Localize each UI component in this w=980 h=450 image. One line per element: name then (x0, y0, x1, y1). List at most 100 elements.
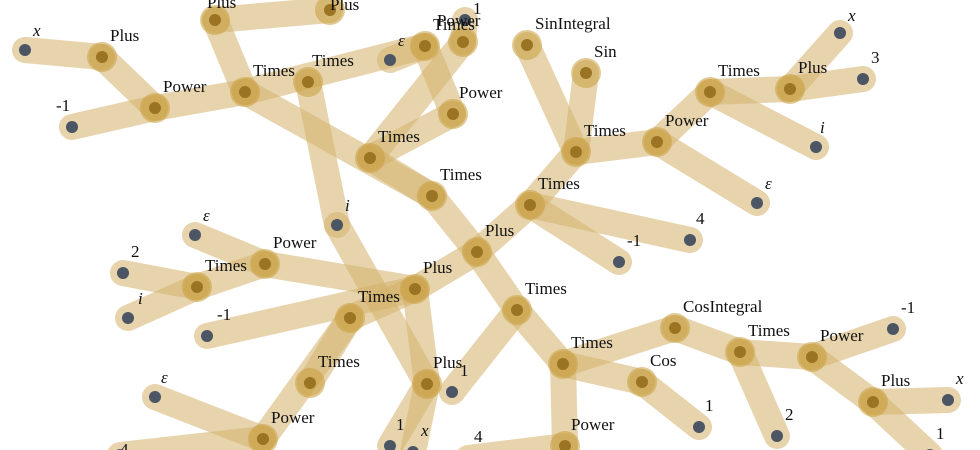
node-label: Times (584, 121, 626, 140)
node-dot (149, 102, 161, 114)
node-label: Times (205, 256, 247, 275)
node-dot (426, 190, 438, 202)
leaf-dot (684, 234, 696, 246)
operator-node (571, 58, 601, 88)
node-label: 4 (474, 427, 483, 446)
node-label: Power (665, 111, 709, 130)
node-dot (867, 396, 879, 408)
node-label: Times (253, 61, 295, 80)
tree-edge (697, 79, 829, 160)
node-dot (521, 39, 533, 51)
node-label: Times (312, 51, 354, 70)
tree-edge (727, 339, 790, 449)
node-label: 1 (936, 424, 945, 443)
node-label: -1 (56, 96, 70, 115)
node-dot (651, 136, 663, 148)
leaf-dot (446, 386, 458, 398)
node-label: x (955, 369, 964, 388)
node-label: 4 (120, 440, 129, 450)
leaf-node (384, 440, 396, 450)
tree-edge (108, 426, 276, 450)
leaf-node (857, 73, 869, 85)
tree-edge (295, 69, 350, 238)
node-dot (191, 281, 203, 293)
operator-node (550, 431, 580, 450)
node-label: i (345, 196, 350, 215)
operator-node (775, 74, 805, 104)
operator-node (660, 313, 690, 343)
node-dot (209, 14, 221, 26)
leaf-node (331, 219, 343, 231)
tree-nodes (19, 0, 954, 450)
leaf-node (887, 323, 899, 335)
leaf-dot (771, 430, 783, 442)
node-label: Power (163, 77, 207, 96)
node-label: ε (203, 206, 210, 225)
operator-node (438, 99, 468, 129)
node-label: Plus (330, 0, 359, 14)
node-label: Plus (881, 371, 910, 390)
node-label: 3 (871, 48, 880, 67)
node-dot (636, 376, 648, 388)
operator-node (858, 387, 888, 417)
operator-node (230, 77, 260, 107)
node-dot (302, 76, 314, 88)
node-dot (570, 146, 582, 158)
leaf-node (66, 121, 78, 133)
leaf-node (122, 312, 134, 324)
node-dot (559, 440, 571, 450)
operator-node (412, 369, 442, 399)
node-label: Times (748, 321, 790, 340)
node-label: Plus (110, 26, 139, 45)
node-dot (259, 258, 271, 270)
node-label: Cos (650, 351, 676, 370)
node-label: Times (538, 174, 580, 193)
node-label: Plus (207, 0, 236, 12)
tree-edge (324, 212, 440, 397)
node-dot (457, 36, 469, 48)
leaf-dot (122, 312, 134, 324)
node-dot (409, 283, 421, 295)
tree-edge (142, 79, 258, 121)
leaf-dot (810, 141, 822, 153)
operator-node (548, 349, 578, 379)
operator-node (410, 31, 440, 61)
node-label: Times (433, 15, 475, 34)
node-dot (421, 378, 433, 390)
node-label: 1 (473, 0, 482, 18)
node-label: Times (525, 279, 567, 298)
node-label: 2 (785, 405, 794, 424)
node-label: CosIntegral (683, 297, 763, 316)
node-label: Times (718, 61, 760, 80)
node-label: 2 (131, 242, 140, 261)
operator-node (200, 5, 230, 35)
leaf-dot (693, 421, 705, 433)
leaf-dot (384, 54, 396, 66)
leaf-node (446, 386, 458, 398)
node-label: Sin (594, 42, 617, 61)
node-dot (511, 304, 523, 316)
node-label: Power (459, 83, 503, 102)
node-label: x (32, 21, 41, 40)
node-dot (364, 152, 376, 164)
leaf-node (201, 330, 213, 342)
node-dot (734, 346, 746, 358)
leaf-node (189, 229, 201, 241)
leaf-node (942, 394, 954, 406)
node-label: Power (820, 326, 864, 345)
leaf-node (117, 267, 129, 279)
node-dot (580, 67, 592, 79)
leaf-dot (857, 73, 869, 85)
leaf-dot (331, 219, 343, 231)
node-dot (447, 108, 459, 120)
node-label: x (420, 421, 429, 440)
tree-edge (517, 192, 632, 275)
node-label: Plus (485, 221, 514, 240)
node-dot (239, 86, 251, 98)
node-label: Power (273, 233, 317, 252)
operator-node (335, 303, 365, 333)
operator-node (627, 367, 657, 397)
leaf-dot (613, 256, 625, 268)
node-label: -1 (217, 305, 231, 324)
